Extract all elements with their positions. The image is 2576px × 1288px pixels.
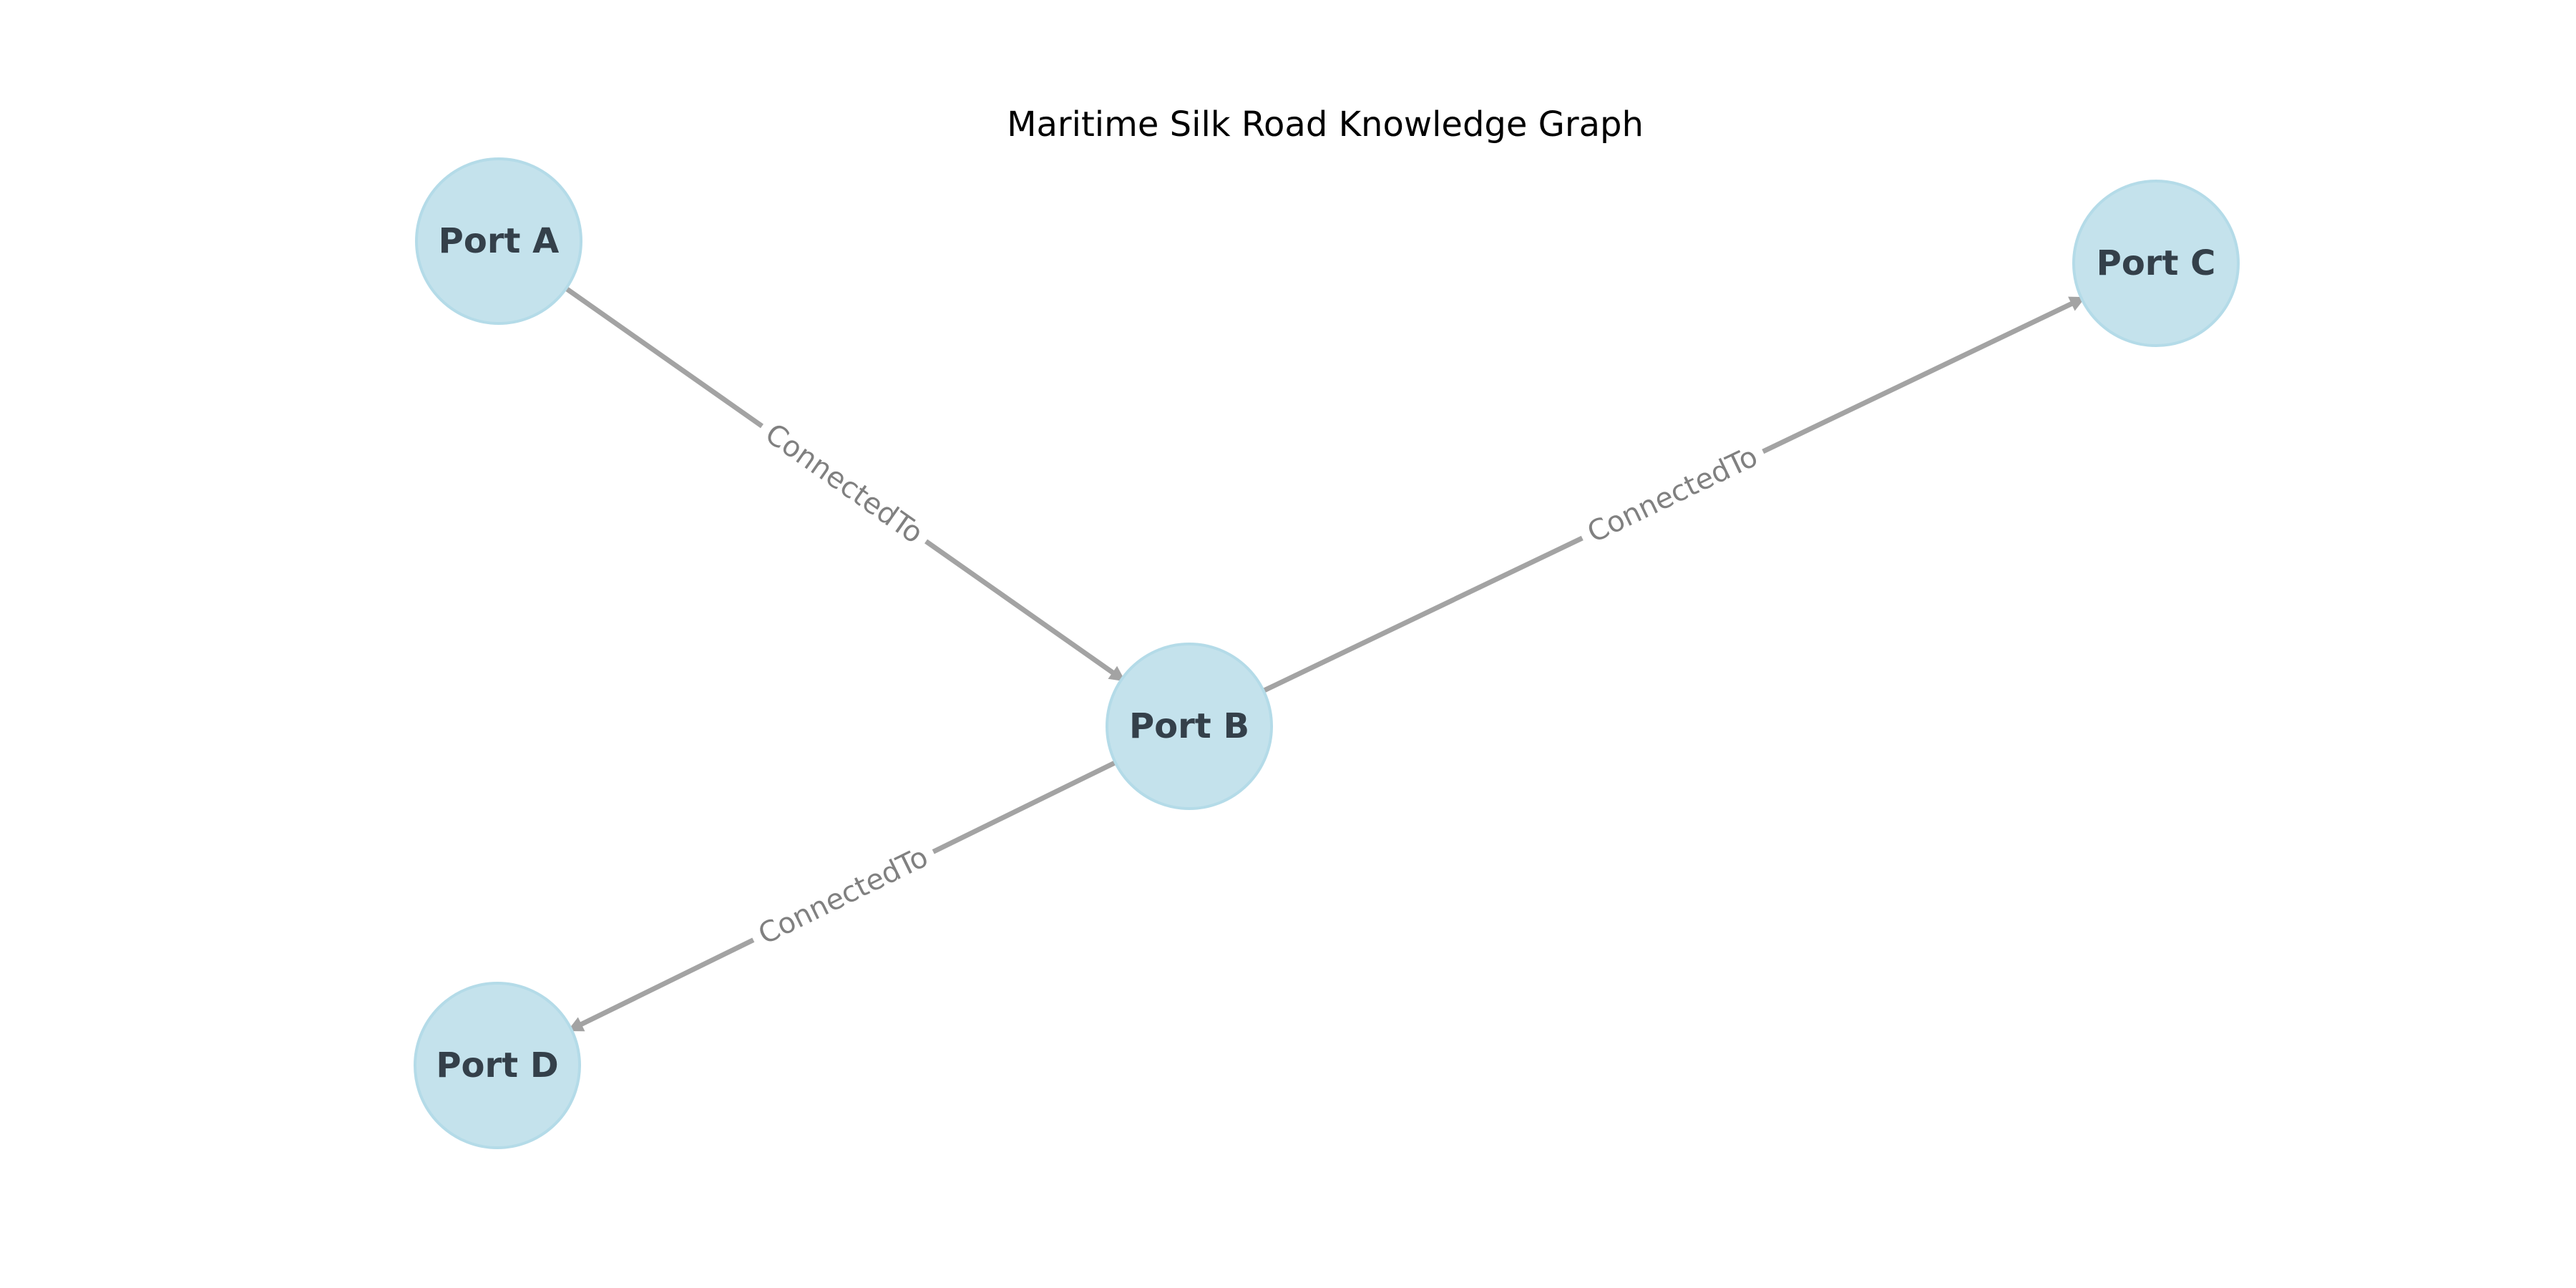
node-label: Port D — [436, 1045, 558, 1085]
edge-label-group: ConnectedTo — [1573, 431, 1772, 557]
edge-label-background — [750, 408, 939, 558]
edge-label-background — [1573, 431, 1772, 557]
edge-label: ConnectedTo — [1582, 440, 1762, 550]
node-port-d[interactable]: Port D — [414, 982, 581, 1149]
nodes-layer: Port A Port B Port C Port D — [414, 157, 2240, 1149]
node-circle — [414, 982, 581, 1149]
node-port-c[interactable]: Port C — [2072, 180, 2240, 347]
node-port-a[interactable]: Port A — [415, 157, 582, 325]
edge-label: ConnectedTo — [759, 417, 929, 550]
node-label: Port A — [439, 221, 560, 261]
node-circle — [2072, 180, 2240, 347]
node-label: Port B — [1129, 706, 1249, 746]
node-circle — [415, 157, 582, 325]
node-label: Port C — [2097, 243, 2216, 283]
edge-label-background — [743, 832, 942, 958]
edge-label: ConnectedTo — [753, 841, 933, 952]
node-circle — [1106, 643, 1273, 810]
node-port-b[interactable]: Port B — [1106, 643, 1273, 810]
edge-label-group: ConnectedTo — [743, 832, 942, 958]
edges-layer: ConnectedTo ConnectedTo ConnectedTo — [560, 283, 2087, 1034]
graph-title: Maritime Silk Road Knowledge Graph — [1007, 104, 1644, 145]
edge-label-group: ConnectedTo — [750, 408, 939, 558]
